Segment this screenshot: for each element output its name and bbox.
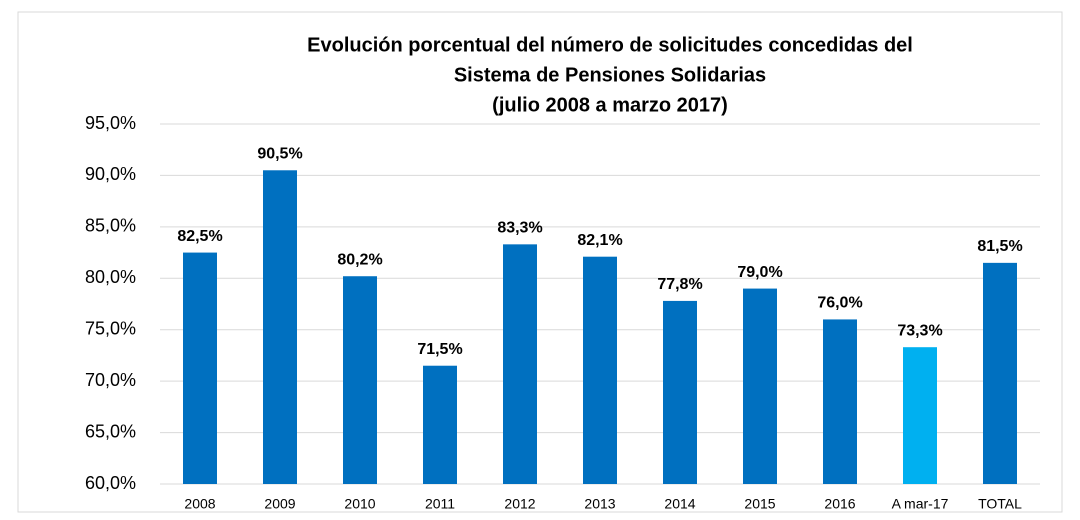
x-tick-label: TOTAL [978,496,1022,512]
chart-title: Sistema de Pensiones Solidarias [454,64,766,86]
y-tick-label: 85,0% [85,216,136,236]
x-tick-label: 2016 [824,496,855,512]
bar [263,170,297,485]
y-tick-label: 70,0% [85,370,136,390]
bar [663,300,697,484]
y-tick-label: 95,0% [85,113,136,133]
bar [823,319,857,484]
data-label: 80,2% [337,251,382,268]
chart-title: (julio 2008 a marzo 2017) [492,94,728,116]
data-label: 81,5% [977,238,1022,255]
data-label: 82,5% [177,228,222,245]
data-label: 76,0% [817,295,862,312]
bar [343,276,377,484]
y-tick-label: 90,0% [85,164,136,184]
bar [183,252,217,484]
y-tick-label: 80,0% [85,267,136,287]
data-label: 90,5% [257,146,302,163]
bar [903,347,937,484]
data-label: 82,1% [577,232,622,249]
data-label: 71,5% [417,341,462,358]
y-tick-label: 65,0% [85,421,136,441]
y-tick-label: 75,0% [85,318,136,338]
chart-title: Evolución porcentual del número de solic… [307,34,913,56]
x-tick-label: A mar-17 [892,496,949,512]
data-label: 79,0% [737,264,782,281]
x-tick-label: 2010 [344,496,375,512]
data-label: 77,8% [657,276,702,293]
data-label: 83,3% [497,220,542,237]
x-tick-label: 2015 [744,496,775,512]
bar [423,365,457,484]
x-tick-label: 2011 [425,496,455,512]
x-tick-label: 2008 [184,496,215,512]
x-tick-label: 2009 [264,496,295,512]
bar [503,244,537,484]
bar [743,288,777,484]
y-tick-label: 60,0% [85,473,136,493]
x-tick-label: 2012 [504,496,535,512]
x-tick-label: 2013 [584,496,615,512]
bar [983,262,1017,484]
data-label: 73,3% [897,322,942,339]
bar [583,256,617,484]
x-tick-label: 2014 [664,496,695,512]
